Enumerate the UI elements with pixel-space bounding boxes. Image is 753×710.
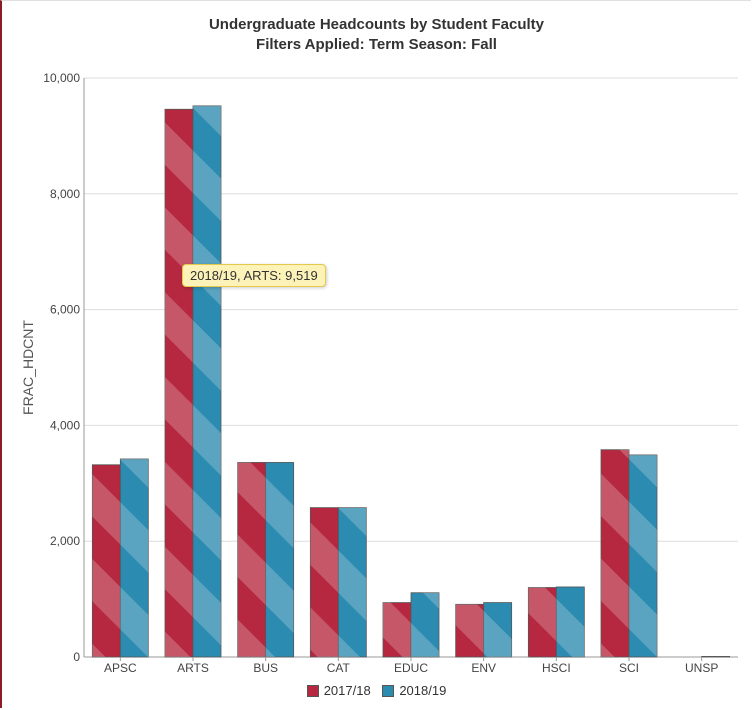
y-tick-label-2: 4,000 [50,418,80,432]
chart-tooltip: 2018/19, ARTS: 9,519 [182,264,326,287]
bar-stripe-educ-series-0 [383,602,411,657]
y-axis-label: FRAC_HDCNT [20,320,36,415]
legend-swatch-series-0 [306,684,319,697]
bar-stripe-arts-series-1 [193,105,221,657]
chart-title: Undergraduate Headcounts by Student Facu… [208,16,545,33]
bar-stripe-sci-series-1 [629,454,657,657]
legend-label-series-0: 2017/18 [323,683,371,698]
bar-stripe-apsc-series-0 [92,464,121,657]
y-tick-label-4: 8,000 [50,187,80,201]
x-tick-label-arts: ARTS [177,661,209,675]
bar-stripe-bus-series-0 [237,462,266,657]
bar-stripe-cat-series-0 [310,507,339,657]
legend-label-series-1: 2018/19 [399,683,447,698]
y-tick-label-5: 10,000 [43,71,80,85]
bar-stripe-apsc-series-1 [120,458,149,657]
bar-stripe-arts-series-0 [165,109,193,658]
x-tick-label-educ: EDUC [394,661,428,675]
legend-item-series-1[interactable]: 2018/19 [382,683,446,698]
x-tick-label-env: ENV [471,661,496,675]
x-tick-label-sci: SCI [619,661,639,675]
bar-stripe-sci-series-0 [601,449,629,657]
chart-legend: 2017/18 2018/19 [0,683,753,700]
x-tick-label-bus: BUS [253,661,278,675]
bar-stripe-hsci-series-0 [528,587,557,657]
x-tick-label-unsp: UNSP [685,661,718,675]
bar-stripe-env-series-0 [455,604,484,657]
bar-stripe-hsci-series-1 [556,586,585,657]
x-tick-label-apsc: APSC [104,661,137,675]
legend-swatch-series-1 [382,684,395,697]
bar-stripe-env-series-1 [483,602,512,657]
y-tick-label-0: 0 [73,650,80,664]
bar-stripe-educ-series-1 [411,592,439,657]
legend-item-series-0[interactable]: 2017/18 [306,683,371,698]
x-tick-label-cat: CAT [327,661,351,675]
x-tick-label-hsci: HSCI [542,661,571,675]
chart-subtitle: Filters Applied: Term Season: Fall [256,36,497,53]
bar-stripe-cat-series-1 [338,507,367,657]
y-tick-label-1: 2,000 [50,534,80,548]
bar-stripe-unsp-series-1 [701,656,730,657]
bar-stripe-bus-series-1 [265,462,294,657]
y-tick-label-3: 6,000 [50,303,80,317]
